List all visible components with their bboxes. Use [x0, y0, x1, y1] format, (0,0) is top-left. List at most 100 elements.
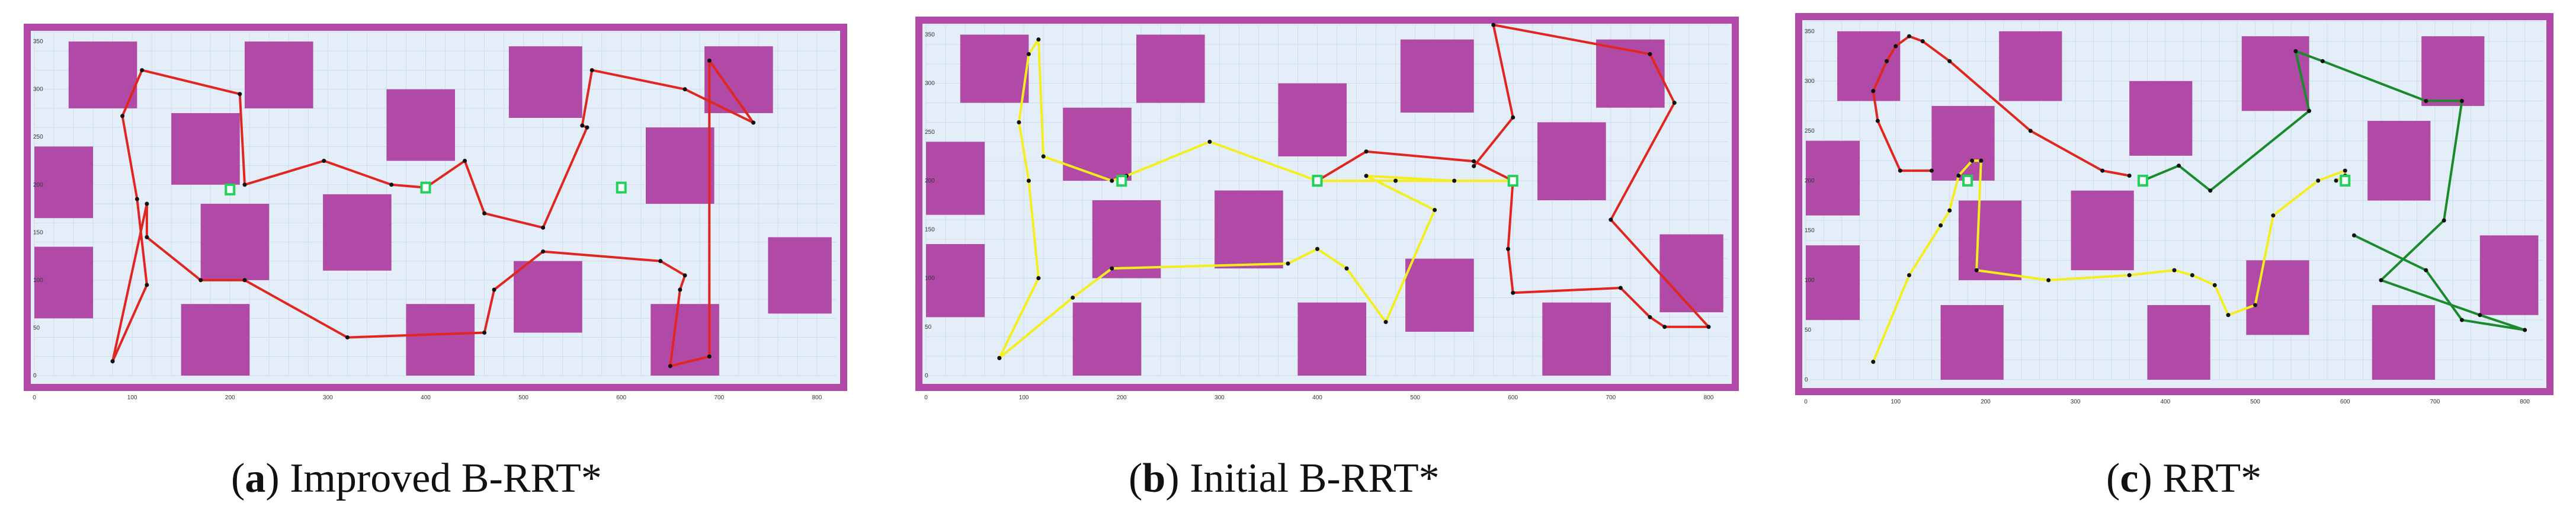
path-waypoint — [997, 355, 1002, 360]
x-tick-label: 600 — [2340, 399, 2350, 405]
path-waypoint — [1511, 290, 1516, 295]
x-tick-label: 200 — [225, 395, 235, 401]
y-tick-label: 300 — [925, 81, 935, 87]
path-waypoint — [1433, 207, 1437, 212]
path-waypoint — [2316, 178, 2321, 183]
path-waypoint — [1885, 59, 1889, 63]
obstacle — [34, 146, 94, 219]
path-waypoint — [1026, 52, 1031, 56]
path-waypoint — [1452, 178, 1457, 183]
y-tick-label: 50 — [925, 324, 932, 331]
obstacle — [768, 237, 832, 314]
path-waypoint — [658, 259, 663, 264]
path-waypoint — [2190, 273, 2194, 278]
path-waypoint — [2046, 278, 2051, 283]
y-tick-label: 200 — [33, 182, 43, 188]
waypoint-node-inner — [618, 184, 624, 191]
obstacle — [1999, 31, 2062, 101]
x-tick-label: 500 — [1410, 395, 1420, 401]
x-tick-label: 300 — [323, 395, 333, 401]
y-tick-label: 350 — [925, 31, 935, 38]
path-waypoint — [2271, 213, 2276, 218]
path-waypoint — [1920, 39, 1925, 44]
x-tick-label: 500 — [2250, 399, 2260, 405]
obstacle — [2129, 81, 2193, 156]
x-tick-label: 200 — [1981, 399, 1991, 405]
path-waypoint — [120, 114, 125, 118]
waypoint-node-inner — [1965, 177, 1971, 184]
path-waypoint — [345, 335, 350, 340]
path-waypoint — [2424, 98, 2428, 103]
waypoint-node-inner — [422, 184, 429, 191]
y-tick-label: 300 — [33, 86, 43, 93]
path-waypoint — [2127, 273, 2132, 278]
path-waypoint — [1393, 178, 1398, 183]
obstacle — [1940, 305, 2004, 380]
path-waypoint — [2253, 303, 2258, 307]
obstacle — [1931, 105, 1995, 181]
caption-a-text: Improved B-RRT* — [290, 456, 602, 501]
obstacle — [1405, 258, 1474, 332]
path-waypoint — [1026, 178, 1031, 183]
path-waypoint — [1871, 360, 1876, 364]
x-tick-label: 400 — [2160, 399, 2170, 405]
caption-a-letter: a — [245, 456, 265, 501]
y-tick-label: 250 — [925, 129, 935, 136]
path-waypoint — [1893, 44, 1898, 49]
panel-c: 0 100 200 300 400 500 600 700 800 0 50 100 150 200 250… — [1795, 13, 2553, 405]
path-waypoint — [707, 58, 712, 63]
path-waypoint — [242, 278, 247, 283]
obstacle — [1072, 302, 1142, 376]
path-waypoint — [1344, 266, 1349, 271]
waypoint-node-inner — [1314, 177, 1321, 185]
obstacle — [1278, 83, 1347, 156]
path-waypoint — [751, 120, 756, 125]
obstacle — [960, 34, 1029, 103]
y-tick-label: 150 — [925, 226, 935, 233]
path-waypoint — [1947, 208, 1952, 213]
red-path — [1872, 35, 2130, 177]
obstacle — [1063, 107, 1132, 181]
path-waypoint — [1383, 320, 1388, 325]
path-waypoint — [145, 201, 149, 206]
obstacle — [1297, 302, 1367, 376]
obstacle — [508, 46, 582, 118]
y-tick-label: 100 — [33, 277, 43, 284]
path-waypoint — [1648, 315, 1652, 319]
path-waypoint — [2293, 49, 2298, 53]
y-tick-label: 250 — [1805, 128, 1815, 134]
path-waypoint — [134, 197, 139, 201]
obstacle — [1400, 39, 1474, 113]
x-tick-label: 600 — [616, 395, 626, 401]
path-waypoint — [1929, 168, 1934, 173]
y-tick-label: 200 — [925, 178, 935, 184]
map-border — [915, 17, 1739, 391]
waypoint-node-inner — [227, 185, 233, 193]
path-waypoint — [482, 331, 487, 335]
path-waypoint — [1875, 118, 1880, 123]
path-waypoint — [707, 354, 712, 359]
path-waypoint — [145, 283, 149, 287]
y-tick-label: 350 — [1805, 28, 1815, 35]
path-waypoint — [198, 278, 203, 283]
waypoint-node-inner — [1119, 177, 1125, 185]
path-waypoint — [1364, 149, 1369, 154]
path-waypoint — [2100, 168, 2105, 173]
path-waypoint — [2208, 188, 2213, 193]
obstacle — [34, 246, 94, 319]
path-waypoint — [589, 68, 594, 72]
path-waypoint — [322, 159, 326, 163]
path-waypoint — [1672, 101, 1677, 105]
path-waypoint — [482, 211, 487, 216]
path-waypoint — [1071, 295, 1075, 300]
x-tick-label: 100 — [1891, 399, 1901, 405]
x-tick-label: 100 — [127, 395, 137, 401]
path-waypoint — [1364, 174, 1369, 178]
path-waypoint — [1036, 37, 1041, 42]
path-waypoint — [1956, 173, 1961, 178]
path-waypoint — [145, 235, 149, 239]
y-tick-label: 0 — [1805, 377, 1808, 383]
x-tick-label: 800 — [812, 395, 822, 401]
x-tick-label: 100 — [1019, 395, 1029, 401]
